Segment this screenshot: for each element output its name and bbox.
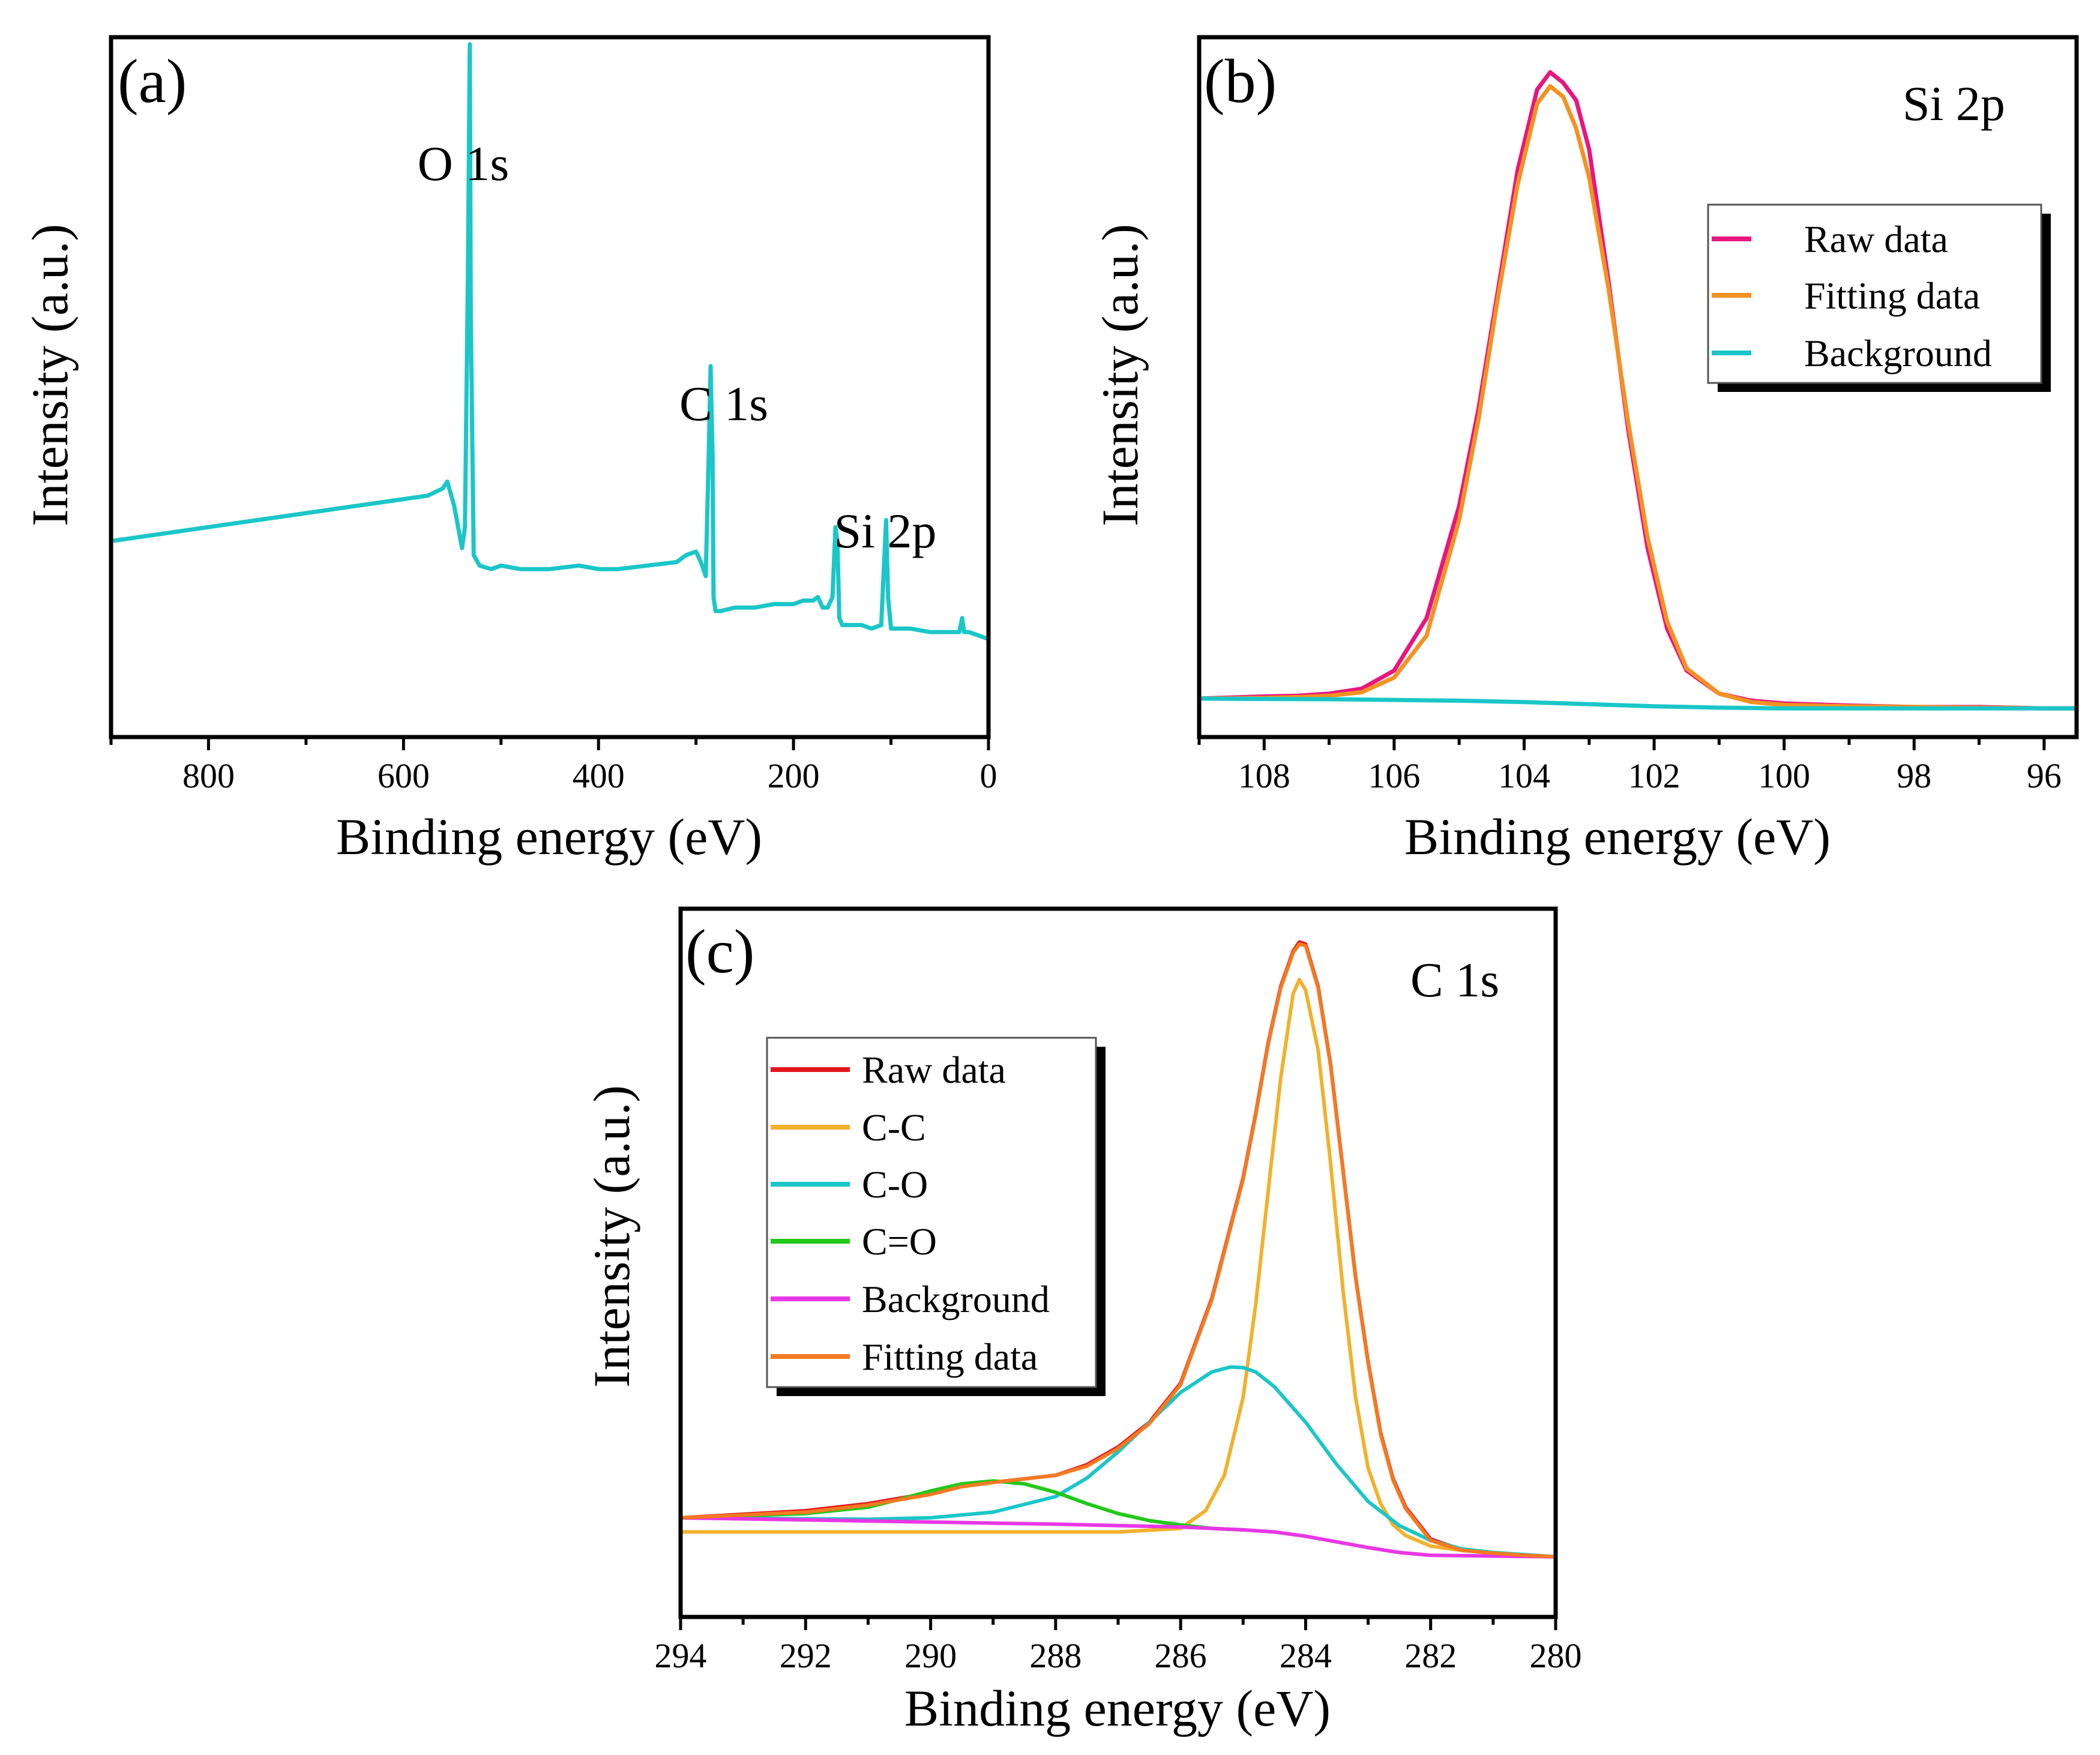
x-tick-label-400-panel-0: 400 — [573, 756, 625, 795]
series-line-survey-panel-0 — [110, 42, 990, 642]
series-line-c-o-panel-2 — [680, 1365, 1556, 1559]
x-tick-label-600-panel-0: 600 — [378, 756, 430, 795]
x-tick-label-96-panel-1: 96 — [2027, 756, 2062, 795]
peak-label-si2p: Si 2p — [834, 504, 937, 558]
legend-label-c-c: C-C — [862, 1106, 926, 1149]
peak-label-o1s: O 1s — [418, 136, 510, 191]
panel-c-series — [680, 940, 1556, 1559]
series-line-fitting-data-panel-1 — [1199, 84, 2077, 711]
panel-b-si2p: (b) Si 2p Intensity (a.u.) Binding energ… — [1091, 35, 2079, 865]
panel-a-x-ticks: 800 600 400 200 0 — [109, 737, 997, 795]
panel-a-plot-frame — [109, 35, 991, 739]
x-tick-label-98-panel-1: 98 — [1897, 756, 1931, 795]
panel-c-c1s: (c) C 1s Intensity (a.u.) Binding energy… — [583, 906, 1582, 1737]
x-tick-label-102-panel-1: 102 — [1628, 756, 1680, 795]
x-tick-label-288-panel-2: 288 — [1029, 1636, 1082, 1675]
panel-b-y-axis-title: Intensity (a.u.) — [1091, 224, 1149, 526]
panel-b-x-ticks: 108 106 104 102 100 98 96 — [1197, 737, 2062, 795]
legend-label-fitting-data: Fitting data — [1804, 274, 1980, 317]
x-tick-label-104-panel-1: 104 — [1498, 756, 1550, 795]
panel-b-title: Si 2p — [1903, 76, 2005, 131]
panel-c-legend: Raw data C-C C-O C=O Background Fitting … — [766, 1037, 1106, 1396]
x-tick-label-106-panel-1: 106 — [1368, 756, 1420, 795]
panel-c-legend-box — [766, 1037, 1097, 1388]
x-tick-label-280-panel-2: 280 — [1530, 1636, 1582, 1675]
panel-c-letter: (c) — [685, 917, 754, 986]
series-line-c-c-panel-2 — [681, 978, 1556, 1559]
x-tick-label-292-panel-2: 292 — [780, 1636, 832, 1675]
panel-a-series — [110, 42, 990, 642]
x-tick-label-200-panel-0: 200 — [768, 756, 820, 795]
panel-c-plot-frame — [678, 906, 1558, 1619]
panel-b-series — [1199, 70, 2077, 711]
series-line-background-panel-1 — [1199, 696, 2077, 711]
x-tick-label-294-panel-2: 294 — [655, 1636, 707, 1675]
panel-a-y-axis-title: Intensity (a.u.) — [21, 224, 79, 526]
legend-label-background-c: Background — [862, 1278, 1050, 1320]
series-line-background-panel-2 — [680, 1516, 1556, 1559]
panel-c-x-ticks: 294 292 290 288 286 284 282 280 — [655, 1617, 1582, 1675]
panel-a-letter: (a) — [118, 47, 187, 116]
x-tick-label-100-panel-1: 100 — [1758, 756, 1810, 795]
legend-label-background: Background — [1804, 332, 1992, 375]
legend-label-c-double-o: C=O — [862, 1220, 937, 1263]
legend-label-raw-data-c: Raw data — [862, 1049, 1006, 1091]
series-line-fitting-data-panel-2 — [680, 942, 1556, 1559]
panel-c-y-axis-title: Intensity (a.u.) — [583, 1085, 640, 1388]
x-tick-label-0-panel-0: 0 — [980, 756, 997, 795]
panel-b-legend: Raw data Fitting data Background — [1707, 203, 2051, 392]
panel-a-x-axis-title: Binding energy (eV) — [336, 808, 762, 865]
panel-b-plot-frame — [1197, 35, 2079, 739]
panel-b-x-axis-title: Binding energy (eV) — [1404, 808, 1831, 865]
peak-label-c1s: C 1s — [679, 376, 768, 431]
legend-label-c-o: C-O — [862, 1163, 928, 1206]
x-tick-label-108-panel-1: 108 — [1238, 756, 1290, 795]
legend-label-raw-data: Raw data — [1804, 218, 1948, 260]
panel-c-title: C 1s — [1410, 953, 1499, 1007]
x-tick-label-282-panel-2: 282 — [1404, 1636, 1457, 1675]
x-tick-label-800-panel-0: 800 — [182, 756, 235, 795]
legend-label-fitting-data-c: Fitting data — [862, 1335, 1038, 1378]
panel-c-x-axis-title: Binding energy (eV) — [904, 1679, 1331, 1737]
x-tick-label-284-panel-2: 284 — [1280, 1636, 1332, 1675]
panel-a-survey: (a) Intensity (a.u.) Binding energy (eV)… — [21, 35, 997, 865]
x-tick-label-286-panel-2: 286 — [1155, 1636, 1207, 1675]
x-tick-label-290-panel-2: 290 — [904, 1636, 957, 1675]
panel-b-legend-box — [1707, 203, 2042, 384]
panel-b-letter: (b) — [1204, 47, 1277, 116]
